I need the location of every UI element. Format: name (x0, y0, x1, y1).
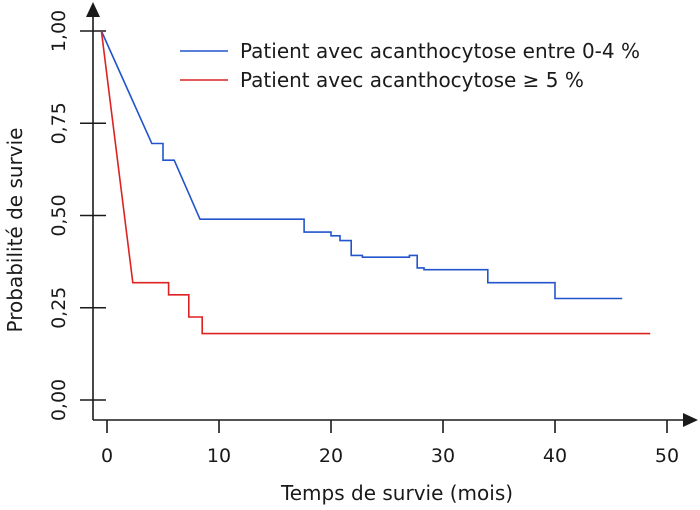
y-tick-label: 0,25 (48, 287, 70, 329)
legend: Patient avec acanthocytose entre 0-4 % P… (180, 39, 640, 92)
series-line-1 (100, 30, 623, 300)
y-tick-label: 1,00 (48, 10, 70, 52)
y-axis: 0,00 0,25 0,50 0,75 1,00 (48, 2, 106, 421)
legend-label-1: Patient avec acanthocytose entre 0-4 % (240, 39, 640, 63)
x-tick-label: 30 (431, 445, 455, 467)
x-axis-title: Temps de survie (mois) (280, 481, 513, 505)
x-tick-label: 50 (655, 445, 679, 467)
y-tick-label: 0,50 (48, 194, 70, 236)
y-axis-title: Probabilité de survie (3, 128, 27, 333)
x-tick-label: 0 (101, 445, 113, 467)
x-tick-label: 10 (207, 445, 231, 467)
legend-label-2: Patient avec acanthocytose ≥ 5 % (240, 68, 584, 92)
y-tick-label: 0,00 (48, 379, 70, 421)
series-line-2 (100, 30, 651, 335)
legend-item-2: Patient avec acanthocytose ≥ 5 % (180, 68, 584, 92)
x-ticks: 0 10 20 30 40 50 (101, 420, 679, 467)
x-tick-label: 20 (319, 445, 343, 467)
x-axis-arrow (683, 413, 698, 427)
x-tick-label: 40 (543, 445, 567, 467)
x-axis: 0 10 20 30 40 50 (93, 413, 698, 467)
y-ticks: 0,00 0,25 0,50 0,75 1,00 (48, 10, 106, 421)
series-layer (100, 30, 651, 335)
y-axis-arrow (86, 2, 100, 17)
legend-item-1: Patient avec acanthocytose entre 0-4 % (180, 39, 640, 63)
y-tick-label: 0,75 (48, 102, 70, 144)
